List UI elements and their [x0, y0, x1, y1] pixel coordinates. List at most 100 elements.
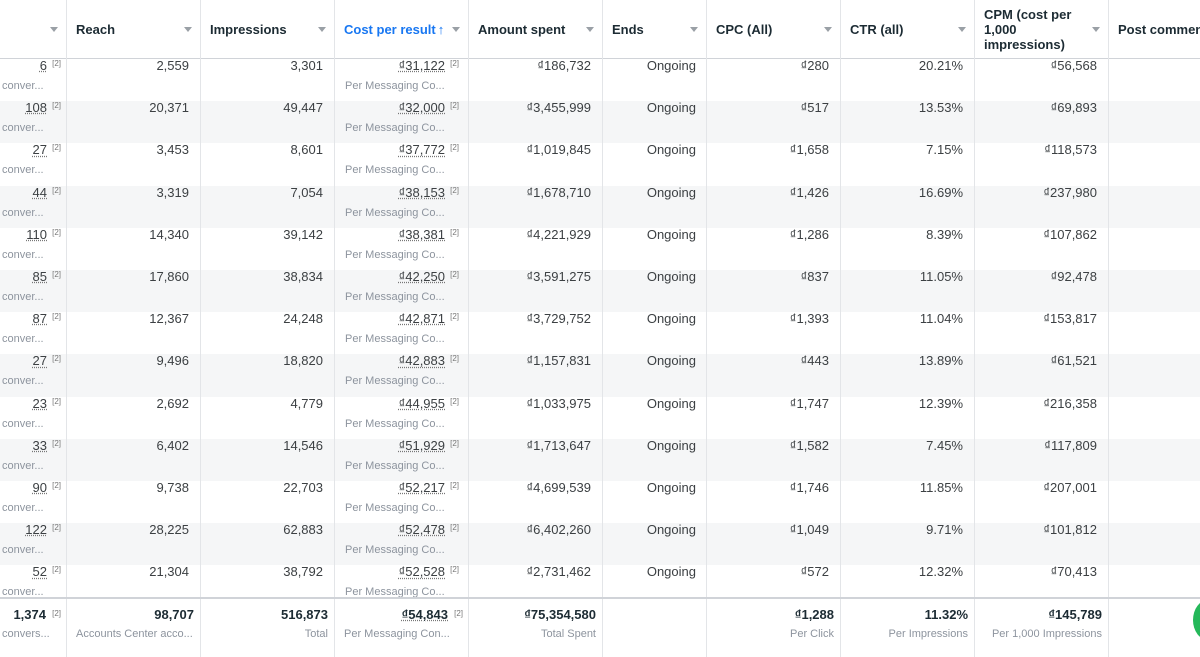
- cost-per-result-value[interactable]: ₫38,153: [398, 185, 445, 200]
- total-cpr-cell[interactable]: ₫54,843 [2] Per Messaging Con...: [335, 599, 469, 657]
- chevron-down-icon[interactable]: [958, 27, 966, 32]
- table-row[interactable]: 44 [2] conver... 3,319 7,054 ₫38,153 [2]…: [0, 185, 1200, 228]
- results-value[interactable]: 27: [32, 143, 47, 158]
- header-ctr[interactable]: CTR (all): [841, 0, 975, 59]
- table-row[interactable]: 122 [2] conver... 28,225 62,883 ₫52,478 …: [0, 523, 1200, 566]
- floating-action-button[interactable]: [1193, 600, 1200, 640]
- results-cell[interactable]: 87 [2] conver...: [0, 312, 67, 355]
- cost-per-result-value[interactable]: ₫38,381: [398, 227, 445, 242]
- totals-row: 1,374 [2] convers... 98,707 Accounts Cen…: [0, 597, 1200, 657]
- sort-ascending-icon[interactable]: ↑: [437, 22, 445, 37]
- header-reach[interactable]: Reach: [67, 0, 201, 59]
- chevron-down-icon[interactable]: [184, 27, 192, 32]
- table-row[interactable]: 108 [2] conver... 20,371 49,447 ₫32,000 …: [0, 101, 1200, 144]
- impressions-value: 24,248: [283, 312, 323, 327]
- cost-per-result-cell[interactable]: ₫31,122 [2] Per Messaging Co...: [335, 59, 469, 102]
- cost-per-result-value[interactable]: ₫44,955: [398, 396, 445, 411]
- results-tag: [2]: [52, 312, 61, 322]
- results-cell[interactable]: 52 [2] conver...: [0, 565, 67, 608]
- results-cell[interactable]: 33 [2] conver...: [0, 438, 67, 481]
- results-value[interactable]: 52: [32, 565, 47, 580]
- results-cell[interactable]: 6 [2] conver...: [0, 59, 67, 102]
- header-ends[interactable]: Ends: [603, 0, 707, 59]
- header-cpc[interactable]: CPC (All): [707, 0, 841, 59]
- cost-per-result-value[interactable]: ₫32,000: [398, 101, 445, 116]
- results-cell[interactable]: 85 [2] conver...: [0, 270, 67, 313]
- cost-per-result-cell[interactable]: ₫42,250 [2] Per Messaging Co...: [335, 270, 469, 313]
- results-cell[interactable]: 122 [2] conver...: [0, 523, 67, 566]
- chevron-down-icon[interactable]: [824, 27, 832, 32]
- table-row[interactable]: 85 [2] conver... 17,860 38,834 ₫42,250 […: [0, 270, 1200, 313]
- total-cpr-value[interactable]: ₫54,843: [401, 607, 448, 622]
- ends-value: Ongoing: [646, 565, 696, 580]
- cost-per-result-value[interactable]: ₫51,929: [398, 438, 445, 453]
- table-row[interactable]: 87 [2] conver... 12,367 24,248 ₫42,871 […: [0, 312, 1200, 355]
- results-cell[interactable]: 108 [2] conver...: [0, 101, 67, 144]
- cost-per-result-cell[interactable]: ₫51,929 [2] Per Messaging Co...: [335, 438, 469, 481]
- results-cell[interactable]: 90 [2] conver...: [0, 481, 67, 524]
- header-cpm[interactable]: CPM (cost per 1,000 impressions): [975, 0, 1109, 59]
- cost-per-result-cell[interactable]: ₫37,772 [2] Per Messaging Co...: [335, 143, 469, 186]
- cost-per-result-cell[interactable]: ₫38,381 [2] Per Messaging Co...: [335, 227, 469, 270]
- cost-per-result-cell[interactable]: ₫42,871 [2] Per Messaging Co...: [335, 312, 469, 355]
- chevron-down-icon[interactable]: [1092, 27, 1100, 32]
- header-amount-spent[interactable]: Amount spent: [469, 0, 603, 59]
- chevron-down-icon[interactable]: [586, 27, 594, 32]
- results-cell[interactable]: 23 [2] conver...: [0, 396, 67, 439]
- cost-per-result-value[interactable]: ₫52,478: [398, 523, 445, 538]
- table-row[interactable]: 27 [2] conver... 3,453 8,601 ₫37,772 [2]…: [0, 143, 1200, 186]
- table-row[interactable]: 90 [2] conver... 9,738 22,703 ₫52,217 [2…: [0, 481, 1200, 524]
- cpc-cell: ₫837: [707, 270, 841, 313]
- table-row[interactable]: 23 [2] conver... 2,692 4,779 ₫44,955 [2]…: [0, 396, 1200, 439]
- chevron-down-icon[interactable]: [690, 27, 698, 32]
- cost-per-result-cell[interactable]: ₫42,883 [2] Per Messaging Co...: [335, 354, 469, 397]
- cost-per-result-value[interactable]: ₫42,871: [398, 312, 445, 327]
- cost-per-result-value[interactable]: ₫31,122: [398, 59, 445, 73]
- results-value[interactable]: 85: [32, 270, 47, 284]
- results-cell[interactable]: 44 [2] conver...: [0, 185, 67, 228]
- table-row[interactable]: 52 [2] conver... 21,304 38,792 ₫52,528 […: [0, 565, 1200, 608]
- header-cost-per-result[interactable]: Cost per result ↑: [335, 0, 469, 59]
- total-cpm-value: ₫145,789: [1048, 607, 1102, 622]
- ctr-cell: 11.85%: [841, 481, 975, 524]
- results-value[interactable]: 44: [32, 185, 47, 200]
- header-post-comments[interactable]: Post comment: [1109, 0, 1200, 59]
- cost-per-result-value[interactable]: ₫52,217: [398, 481, 445, 495]
- table-row[interactable]: 33 [2] conver... 6,402 14,546 ₫51,929 [2…: [0, 438, 1200, 481]
- cost-per-result-value[interactable]: ₫42,883: [398, 354, 445, 369]
- table-row[interactable]: 110 [2] conver... 14,340 39,142 ₫38,381 …: [0, 227, 1200, 270]
- results-value[interactable]: 90: [32, 481, 47, 495]
- chevron-down-icon[interactable]: [452, 27, 460, 32]
- cost-per-result-cell[interactable]: ₫32,000 [2] Per Messaging Co...: [335, 101, 469, 144]
- cost-per-result-value[interactable]: ₫52,528: [398, 565, 445, 580]
- results-value[interactable]: 6: [39, 59, 47, 73]
- chevron-down-icon[interactable]: [318, 27, 326, 32]
- cost-per-result-cell[interactable]: ₫52,528 [2] Per Messaging Co...: [335, 565, 469, 608]
- results-value[interactable]: 27: [32, 354, 47, 369]
- amount-spent-value: ₫1,019,845: [526, 143, 591, 158]
- results-value[interactable]: 87: [32, 312, 47, 327]
- cost-per-result-value[interactable]: ₫37,772: [398, 143, 445, 158]
- table-row[interactable]: 6 [2] conver... 2,559 3,301 ₫31,122 [2] …: [0, 59, 1200, 102]
- results-cell[interactable]: 27 [2] conver...: [0, 354, 67, 397]
- cost-per-result-value[interactable]: ₫42,250: [398, 270, 445, 284]
- chevron-down-icon[interactable]: [50, 27, 58, 32]
- results-value[interactable]: 33: [32, 438, 47, 453]
- table-row[interactable]: 27 [2] conver... 9,496 18,820 ₫42,883 [2…: [0, 354, 1200, 397]
- header-results[interactable]: [0, 0, 67, 59]
- cost-per-result-cell[interactable]: ₫52,217 [2] Per Messaging Co...: [335, 481, 469, 524]
- results-cell[interactable]: 27 [2] conver...: [0, 143, 67, 186]
- results-cell[interactable]: 110 [2] conver...: [0, 227, 67, 270]
- results-value[interactable]: 122: [25, 523, 47, 538]
- cost-per-result-cell[interactable]: ₫52,478 [2] Per Messaging Co...: [335, 523, 469, 566]
- results-value[interactable]: 108: [25, 101, 47, 116]
- header-impressions[interactable]: Impressions: [201, 0, 335, 59]
- cost-per-result-cell[interactable]: ₫44,955 [2] Per Messaging Co...: [335, 396, 469, 439]
- cpc-value: ₫1,286: [789, 227, 829, 242]
- total-cpc-sub: Per Click: [789, 628, 834, 640]
- results-value[interactable]: 110: [26, 227, 47, 242]
- results-sub: conver...: [2, 206, 44, 219]
- ctr-cell: 11.05%: [841, 270, 975, 313]
- cost-per-result-cell[interactable]: ₫38,153 [2] Per Messaging Co...: [335, 185, 469, 228]
- results-value[interactable]: 23: [32, 396, 47, 411]
